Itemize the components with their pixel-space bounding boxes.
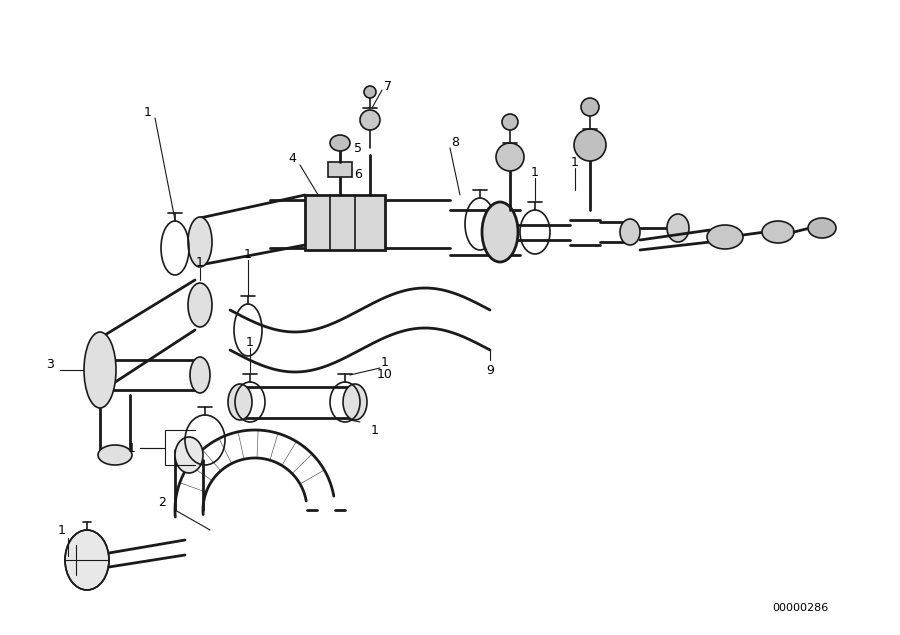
Text: 2: 2 bbox=[158, 495, 166, 509]
Bar bbox=[328, 162, 352, 177]
Ellipse shape bbox=[482, 202, 518, 262]
Ellipse shape bbox=[84, 332, 116, 408]
Text: 1: 1 bbox=[531, 166, 539, 178]
Ellipse shape bbox=[228, 384, 252, 420]
Ellipse shape bbox=[175, 437, 203, 473]
Circle shape bbox=[496, 143, 524, 171]
Text: 1: 1 bbox=[196, 255, 204, 269]
Text: 00000286: 00000286 bbox=[772, 603, 828, 613]
Text: 1: 1 bbox=[244, 248, 252, 262]
Circle shape bbox=[581, 98, 599, 116]
Text: 7: 7 bbox=[384, 79, 392, 93]
Text: 5: 5 bbox=[354, 142, 362, 154]
Circle shape bbox=[574, 129, 606, 161]
Ellipse shape bbox=[707, 225, 743, 249]
Text: 1: 1 bbox=[381, 356, 389, 368]
Text: 1: 1 bbox=[246, 335, 254, 349]
Text: 9: 9 bbox=[486, 363, 494, 377]
Ellipse shape bbox=[343, 384, 367, 420]
Ellipse shape bbox=[330, 135, 350, 151]
Text: 10: 10 bbox=[377, 368, 393, 382]
Ellipse shape bbox=[620, 219, 640, 245]
Text: 1: 1 bbox=[572, 156, 579, 168]
Ellipse shape bbox=[667, 214, 689, 242]
Ellipse shape bbox=[808, 218, 836, 238]
Circle shape bbox=[360, 110, 380, 130]
Text: 1: 1 bbox=[371, 424, 379, 436]
Text: 3: 3 bbox=[46, 359, 54, 371]
Ellipse shape bbox=[188, 283, 212, 327]
Circle shape bbox=[502, 114, 518, 130]
Text: 1: 1 bbox=[128, 441, 136, 455]
Ellipse shape bbox=[98, 445, 132, 465]
Text: 4: 4 bbox=[288, 152, 296, 164]
Ellipse shape bbox=[188, 217, 212, 267]
Text: 1: 1 bbox=[58, 523, 66, 537]
Text: 8: 8 bbox=[451, 137, 459, 149]
Text: 1: 1 bbox=[144, 105, 152, 119]
Ellipse shape bbox=[190, 357, 210, 393]
Bar bbox=[305, 195, 385, 250]
Text: 6: 6 bbox=[354, 168, 362, 182]
Ellipse shape bbox=[762, 221, 794, 243]
Ellipse shape bbox=[364, 86, 376, 98]
Ellipse shape bbox=[65, 530, 109, 590]
